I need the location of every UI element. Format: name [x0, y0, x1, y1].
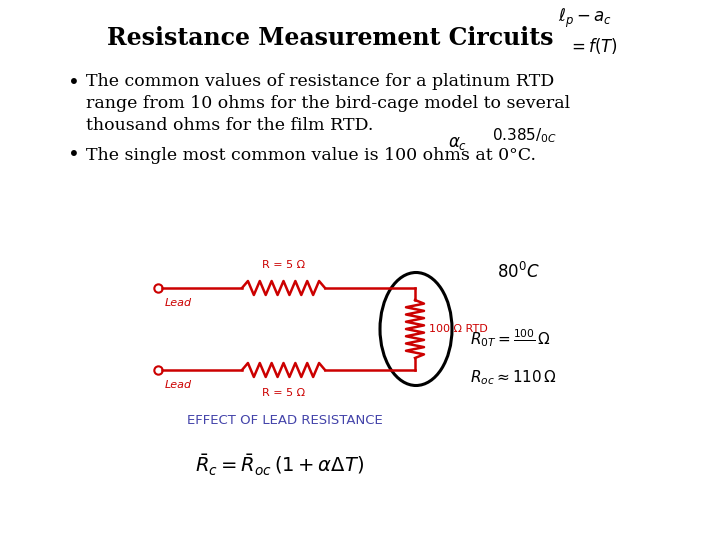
Text: 100 Ω RTD: 100 Ω RTD	[429, 324, 487, 334]
Text: $\bar{R}_c = \bar{R}_{oc}\,(1 + \alpha\Delta T)$: $\bar{R}_c = \bar{R}_{oc}\,(1 + \alpha\D…	[195, 453, 364, 477]
Text: $80^{0}C$: $80^{0}C$	[497, 262, 540, 282]
Text: $= f(T)$: $= f(T)$	[568, 36, 618, 56]
Text: R = 5 Ω: R = 5 Ω	[262, 260, 305, 270]
Text: $\ell_p - a_c$: $\ell_p - a_c$	[558, 6, 612, 30]
Text: range from 10 ohms for the bird-cage model to several: range from 10 ohms for the bird-cage mod…	[86, 96, 570, 112]
Text: $\alpha_c$: $\alpha_c$	[448, 134, 467, 152]
Text: R = 5 Ω: R = 5 Ω	[262, 388, 305, 398]
Text: $R_{0T}=\frac{100}{\;}\,\Omega$: $R_{0T}=\frac{100}{\;}\,\Omega$	[470, 327, 551, 349]
Text: The single most common value is 100 ohms at 0°C.: The single most common value is 100 ohms…	[86, 146, 536, 164]
Text: The common values of resistance for a platinum RTD: The common values of resistance for a pl…	[86, 73, 554, 91]
Text: EFFECT OF LEAD RESISTANCE: EFFECT OF LEAD RESISTANCE	[187, 414, 383, 427]
Text: thousand ohms for the film RTD.: thousand ohms for the film RTD.	[86, 118, 374, 134]
Text: $R_{oc} \approx 110\,\Omega$: $R_{oc} \approx 110\,\Omega$	[470, 369, 557, 387]
Text: Lead: Lead	[165, 380, 192, 390]
Text: •: •	[68, 72, 80, 91]
Text: •: •	[68, 145, 80, 165]
Text: $0.385/_{0C}$: $0.385/_{0C}$	[492, 127, 557, 145]
Text: Resistance Measurement Circuits: Resistance Measurement Circuits	[107, 26, 553, 50]
Text: Lead: Lead	[165, 298, 192, 308]
